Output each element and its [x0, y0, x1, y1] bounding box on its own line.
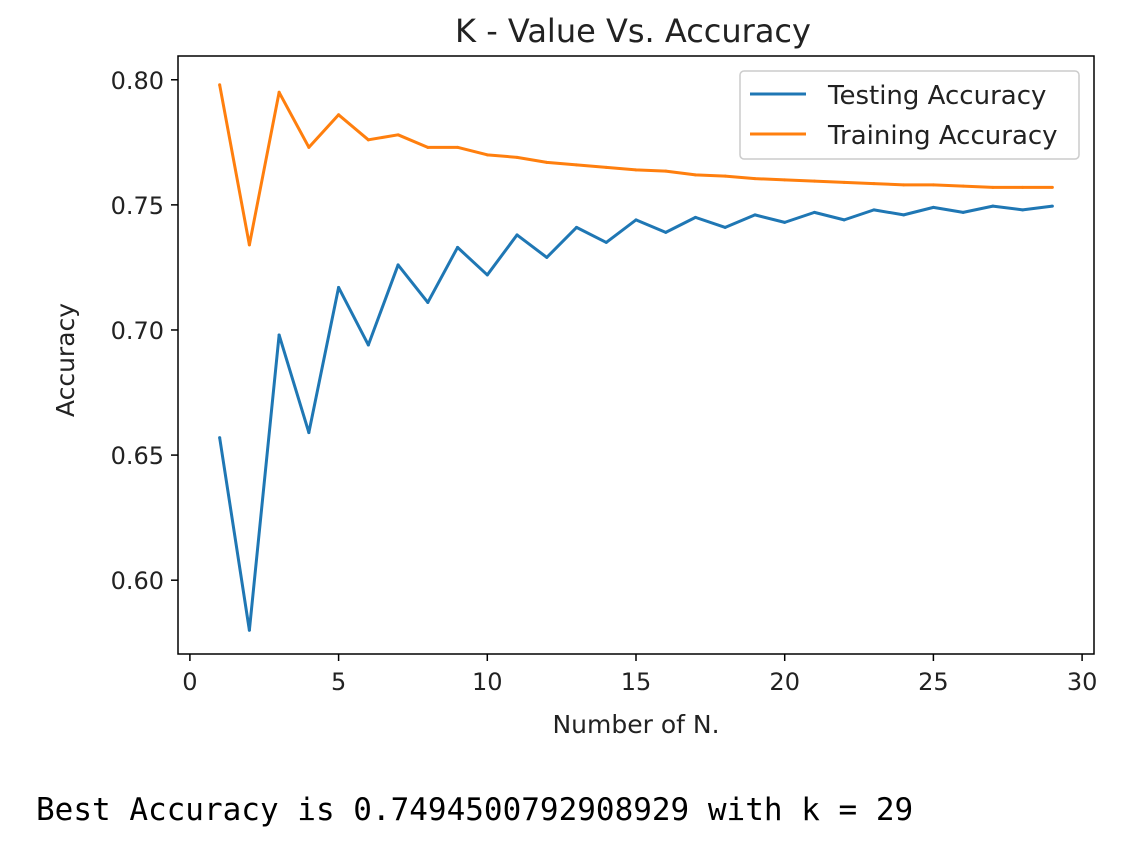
data-point-testing-accuracy	[545, 255, 549, 259]
x-tick-label: 30	[1067, 668, 1098, 696]
x-tick-label: 20	[769, 668, 800, 696]
data-point-training-accuracy	[1050, 185, 1054, 189]
legend: Testing Accuracy Training Accuracy	[739, 70, 1080, 160]
data-point-testing-accuracy	[1050, 204, 1054, 208]
data-point-training-accuracy	[515, 155, 519, 159]
data-point-testing-accuracy	[991, 204, 995, 208]
data-point-training-accuracy	[1021, 185, 1025, 189]
y-tick-label: 0.65	[111, 442, 164, 470]
data-point-training-accuracy	[307, 145, 311, 149]
data-point-training-accuracy	[723, 174, 727, 178]
data-point-testing-accuracy	[277, 333, 281, 337]
data-point-training-accuracy	[218, 83, 222, 87]
data-point-training-accuracy	[337, 113, 341, 117]
data-point-testing-accuracy	[961, 210, 965, 214]
data-point-training-accuracy	[634, 168, 638, 172]
data-point-training-accuracy	[961, 184, 965, 188]
legend-label-training: Training Accuracy	[827, 121, 1058, 151]
data-point-testing-accuracy	[366, 343, 370, 347]
x-axis-label: Number of N.	[552, 710, 719, 739]
data-point-testing-accuracy	[218, 436, 222, 440]
data-point-testing-accuracy	[872, 208, 876, 212]
data-point-testing-accuracy	[575, 225, 579, 229]
data-point-training-accuracy	[991, 185, 995, 189]
data-point-training-accuracy	[664, 169, 668, 173]
y-tick-label: 0.80	[111, 67, 164, 95]
data-point-training-accuracy	[485, 153, 489, 157]
data-point-training-accuracy	[426, 145, 430, 149]
data-point-training-accuracy	[604, 165, 608, 169]
x-tick-label: 15	[621, 668, 652, 696]
y-axis-label: Accuracy	[51, 303, 80, 417]
data-point-testing-accuracy	[931, 205, 935, 209]
data-point-training-accuracy	[872, 182, 876, 186]
best-accuracy-output: Best Accuracy is 0.7494500792908929 with…	[36, 792, 914, 828]
data-point-training-accuracy	[456, 145, 460, 149]
data-point-training-accuracy	[575, 163, 579, 167]
data-point-training-accuracy	[842, 180, 846, 184]
data-point-testing-accuracy	[812, 210, 816, 214]
data-point-testing-accuracy	[456, 245, 460, 249]
data-point-training-accuracy	[931, 183, 935, 187]
x-tick-label: 5	[331, 668, 346, 696]
data-point-testing-accuracy	[604, 240, 608, 244]
x-tick-label: 10	[472, 668, 503, 696]
data-point-training-accuracy	[366, 138, 370, 142]
data-point-testing-accuracy	[783, 220, 787, 224]
data-point-training-accuracy	[902, 183, 906, 187]
x-tick-label: 25	[918, 668, 949, 696]
data-point-testing-accuracy	[634, 218, 638, 222]
data-point-training-accuracy	[277, 90, 281, 94]
data-point-training-accuracy	[693, 173, 697, 177]
data-point-testing-accuracy	[723, 225, 727, 229]
data-point-testing-accuracy	[515, 233, 519, 237]
data-point-training-accuracy	[545, 160, 549, 164]
legend-label-testing: Testing Accuracy	[827, 81, 1046, 111]
y-tick-label: 0.70	[111, 317, 164, 345]
data-point-testing-accuracy	[842, 218, 846, 222]
data-point-training-accuracy	[247, 243, 251, 247]
data-point-testing-accuracy	[664, 230, 668, 234]
data-point-training-accuracy	[783, 178, 787, 182]
y-tick-label: 0.60	[111, 567, 164, 595]
chart-title: K - Value Vs. Accuracy	[455, 12, 811, 50]
data-point-testing-accuracy	[1021, 208, 1025, 212]
x-tick-label: 0	[182, 668, 197, 696]
data-point-testing-accuracy	[307, 431, 311, 435]
data-point-training-accuracy	[753, 177, 757, 181]
data-point-training-accuracy	[812, 179, 816, 183]
data-point-testing-accuracy	[396, 263, 400, 267]
plot-frame	[177, 55, 1095, 655]
legend-box	[739, 70, 1080, 160]
data-point-testing-accuracy	[753, 213, 757, 217]
data-point-training-accuracy	[396, 133, 400, 137]
data-point-testing-accuracy	[902, 213, 906, 217]
data-point-testing-accuracy	[426, 300, 430, 304]
series-line-testing-accuracy	[218, 204, 1053, 632]
data-point-testing-accuracy	[247, 628, 251, 632]
data-point-testing-accuracy	[337, 285, 341, 289]
data-point-testing-accuracy	[485, 273, 489, 277]
accuracy-line-chart: K - Value Vs. Accuracy 0 5 10 15 20 25 30 0.60 0…	[51, 12, 1098, 739]
data-point-testing-accuracy	[693, 215, 697, 219]
y-tick-label: 0.75	[111, 192, 164, 220]
